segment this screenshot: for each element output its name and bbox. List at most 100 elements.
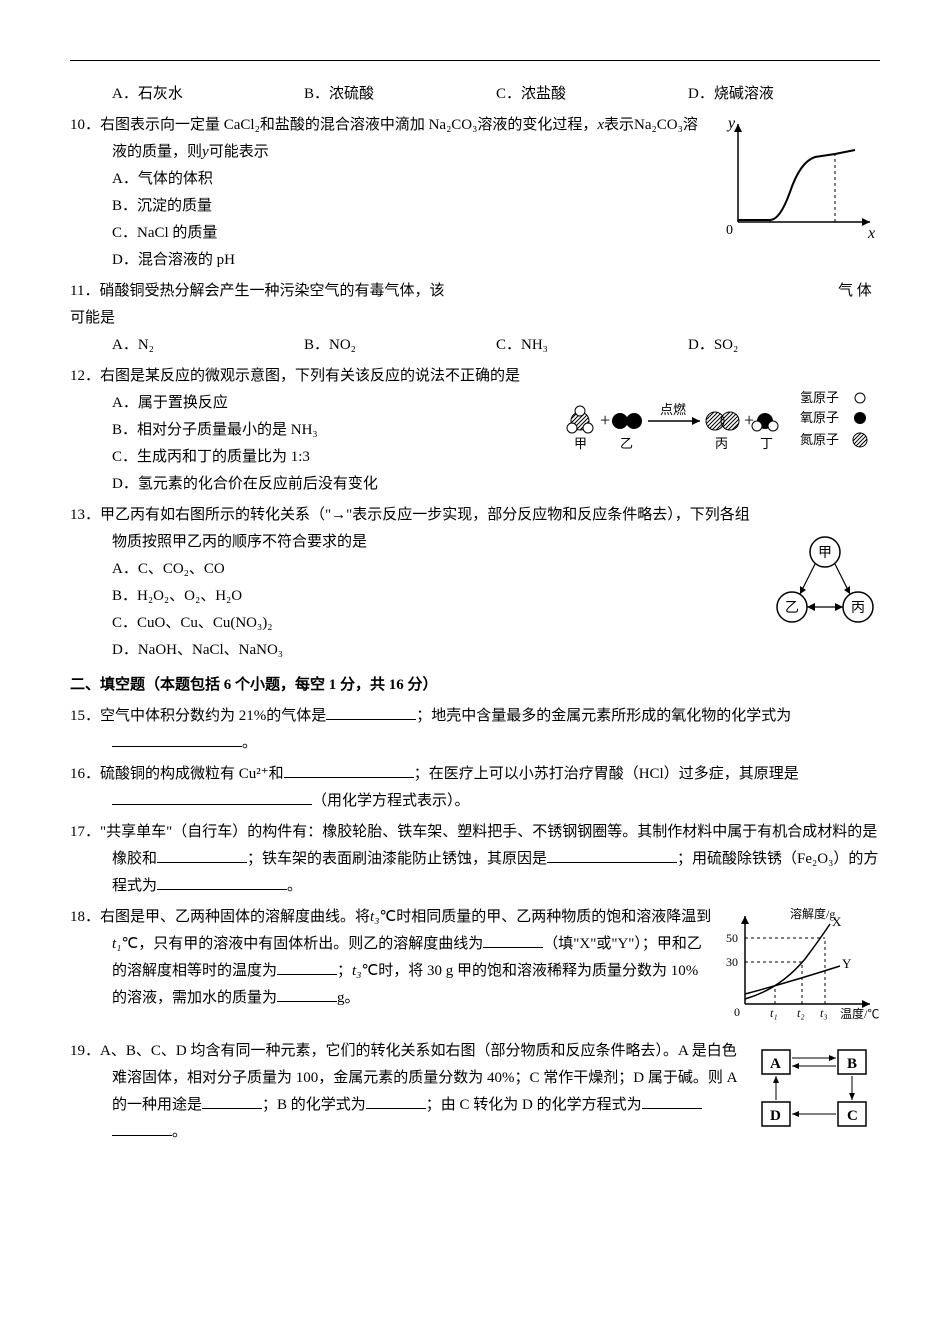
q10-y-label: y bbox=[726, 115, 736, 132]
svg-text:丙: 丙 bbox=[715, 436, 728, 451]
q15-label: 15． bbox=[70, 708, 100, 724]
q17-text4: 。 bbox=[287, 878, 302, 894]
q16-blank1 bbox=[284, 777, 414, 778]
q18-text2: ℃时相同质量的甲、乙两种物质的饱和溶液降温到 bbox=[379, 909, 711, 925]
q19-text4: 。 bbox=[172, 1124, 187, 1140]
q19-blank3 bbox=[642, 1108, 702, 1109]
question-11: 11．硝酸铜受热分解会产生一种污染空气的有毒气体，该气 体 可能是 A．N₂ B… bbox=[70, 278, 880, 359]
q11-opt-d: D．SO₂ bbox=[688, 332, 880, 359]
svg-text:X: X bbox=[832, 914, 842, 929]
q11-opt-c: C．NH₃ bbox=[496, 332, 688, 359]
q17-text2: ；铁车架的表面刷油漆能防止锈蚀，其原因是 bbox=[247, 851, 547, 867]
svg-text:D: D bbox=[770, 1108, 781, 1124]
svg-text:0: 0 bbox=[734, 1005, 740, 1019]
q13-opt-b: B．H₂O₂、O₂、H₂O bbox=[112, 583, 880, 610]
svg-text:B: B bbox=[847, 1056, 857, 1072]
svg-text:t₂: t₂ bbox=[797, 1006, 805, 1020]
svg-text:氧原子: 氧原子 bbox=[800, 410, 839, 425]
q10-var-y: y bbox=[202, 144, 209, 160]
q13-text: 甲乙丙有如右图所示的转化关系（"→"表示反应一步实现，部分反应物和反应条件略去）… bbox=[100, 507, 750, 550]
q15-blank1 bbox=[326, 719, 416, 720]
svg-text:t₃: t₃ bbox=[820, 1006, 828, 1020]
question-18: 溶解度/g 温度/℃ 0 X Y 50 30 t₁ t₂ t₃ 18．右图是甲、… bbox=[70, 904, 880, 1034]
svg-text:甲: 甲 bbox=[574, 436, 587, 451]
q12-diagram: + 点燃 + 甲 乙 丙 丁 氢原子 氧原子 bbox=[560, 386, 880, 468]
q12-opt-d: D．氢元素的化合价在反应前后没有变化 bbox=[112, 471, 880, 498]
q17-blank1 bbox=[157, 862, 247, 863]
question-19: A B D C 19．A、B、C、D 均含有同一种元素，它们的转化关系如右图（部… bbox=[70, 1038, 880, 1148]
q13-label: 13． bbox=[70, 507, 100, 523]
question-15: 15．空气中体积分数约为 21%的气体是 ；地壳中含量最多的金属元素所形成的氧化物… bbox=[70, 703, 880, 757]
q18-t3b: t₃ bbox=[352, 963, 361, 979]
q18-blank2 bbox=[277, 974, 337, 975]
question-16: 16．硫酸铜的构成微粒有 Cu²⁺和；在医疗上可以小苏打治疗胃酸（HCl）过多症… bbox=[70, 761, 880, 815]
svg-text:氢原子: 氢原子 bbox=[800, 390, 839, 405]
svg-text:乙: 乙 bbox=[785, 600, 799, 616]
svg-text:50: 50 bbox=[726, 931, 738, 945]
q12-label: 12． bbox=[70, 368, 100, 384]
svg-text:温度/℃: 温度/℃ bbox=[840, 1006, 879, 1021]
q9-opt-d: D．烧碱溶液 bbox=[688, 81, 880, 108]
q15-blank2 bbox=[112, 746, 242, 747]
q9-opt-b: B．浓硫酸 bbox=[304, 81, 496, 108]
q16-text3: （用化学方程式表示）。 bbox=[312, 793, 470, 809]
q16-blank2 bbox=[112, 804, 312, 805]
q11-text2: 可能是 bbox=[70, 305, 880, 332]
q15-text3: 。 bbox=[242, 735, 257, 751]
svg-text:t₁: t₁ bbox=[770, 1006, 778, 1020]
q19-text3: ；由 C 转化为 D 的化学方程式为 bbox=[426, 1097, 642, 1113]
question-10: y x 0 10．右图表示向一定量 CaCl₂和盐酸的混合溶液中滴加 Na₂CO… bbox=[70, 112, 880, 274]
svg-text:30: 30 bbox=[726, 955, 738, 969]
q10-o-label: 0 bbox=[726, 223, 733, 238]
q13-opt-c: C．CuO、Cu、Cu(NO₃)₂ bbox=[112, 610, 880, 637]
svg-text:丙: 丙 bbox=[851, 601, 865, 616]
svg-text:甲: 甲 bbox=[818, 546, 832, 561]
q17-blank3 bbox=[157, 889, 287, 890]
q15-text2: ；地壳中含量最多的金属元素所形成的氧化物的化学式为 bbox=[416, 708, 791, 724]
q10-x-label: x bbox=[867, 225, 875, 242]
svg-text:C: C bbox=[847, 1108, 858, 1124]
q11-text: 硝酸铜受热分解会产生一种污染空气的有毒气体，该 bbox=[99, 283, 444, 299]
q9-opt-c: C．浓盐酸 bbox=[496, 81, 688, 108]
q10-label: 10． bbox=[70, 117, 100, 133]
q19-blank4 bbox=[112, 1135, 172, 1136]
q18-label: 18． bbox=[70, 909, 100, 925]
q17-blank2 bbox=[547, 862, 677, 863]
q19-diagram: A B D C bbox=[750, 1038, 880, 1148]
q16-text1: 硫酸铜的构成微粒有 Cu²⁺和 bbox=[100, 766, 284, 782]
question-13: 甲 乙 丙 13．甲乙丙有如右图所示的转化关系（"→"表示反应一步实现，部分反应… bbox=[70, 502, 880, 664]
svg-text:乙: 乙 bbox=[620, 436, 633, 451]
content-top-rule bbox=[70, 60, 880, 61]
section-2-title: 二、填空题（本题包括 6 个小题，每空 1 分，共 16 分） bbox=[70, 672, 880, 699]
q17-label: 17． bbox=[70, 824, 100, 840]
q13-opt-d: D．NaOH、NaCl、NaNO₃ bbox=[112, 637, 880, 664]
q18-t3a: t₃ bbox=[370, 909, 379, 925]
question-9-options: A．石灰水 B．浓硫酸 C．浓盐酸 D．烧碱溶液 bbox=[70, 81, 880, 108]
svg-text:氮原子: 氮原子 bbox=[800, 432, 839, 447]
q18-text1: 右图是甲、乙两种固体的溶解度曲线。将 bbox=[100, 909, 370, 925]
question-17: 17．"共享单车"（自行车）的构件有：橡胶轮胎、铁车架、塑料把手、不锈钢钢圈等。… bbox=[70, 819, 880, 900]
q18-t1: t₁ bbox=[112, 936, 121, 952]
q18-blank3 bbox=[277, 1001, 337, 1002]
q18-text7: g。 bbox=[337, 990, 360, 1006]
q18-blank1 bbox=[483, 947, 543, 948]
q19-blank1 bbox=[202, 1108, 262, 1109]
q12-ignite-label: 点燃 bbox=[660, 402, 686, 417]
svg-text:丁: 丁 bbox=[760, 436, 773, 451]
q12-text: 右图是某反应的微观示意图，下列有关该反应的说法不正确的是 bbox=[100, 368, 520, 384]
q15-text1: 空气中体积分数约为 21%的气体是 bbox=[100, 708, 326, 724]
q16-text2: ；在医疗上可以小苏打治疗胃酸（HCl）过多症，其原理是 bbox=[414, 766, 799, 782]
svg-text:+: + bbox=[600, 410, 610, 430]
q13-diagram: 甲 乙 丙 bbox=[770, 532, 880, 642]
q10-text1: 右图表示向一定量 CaCl₂和盐酸的混合溶液中滴加 Na₂CO₃溶液的变化过程， bbox=[100, 117, 597, 133]
q18-text5: ； bbox=[337, 963, 352, 979]
q19-text2: ；B 的化学式为 bbox=[262, 1097, 366, 1113]
svg-text:A: A bbox=[770, 1056, 781, 1072]
q18-chart: 溶解度/g 温度/℃ 0 X Y 50 30 t₁ t₂ t₃ bbox=[720, 904, 880, 1034]
q19-label: 19． bbox=[70, 1043, 100, 1059]
q11-opt-b: B．NO₂ bbox=[304, 332, 496, 359]
question-12: 12．右图是某反应的微观示意图，下列有关该反应的说法不正确的是 + 点燃 bbox=[70, 363, 880, 498]
q19-blank2 bbox=[366, 1108, 426, 1109]
q11-label: 11． bbox=[70, 283, 99, 299]
q13-opt-a: A．C、CO₂、CO bbox=[112, 556, 880, 583]
